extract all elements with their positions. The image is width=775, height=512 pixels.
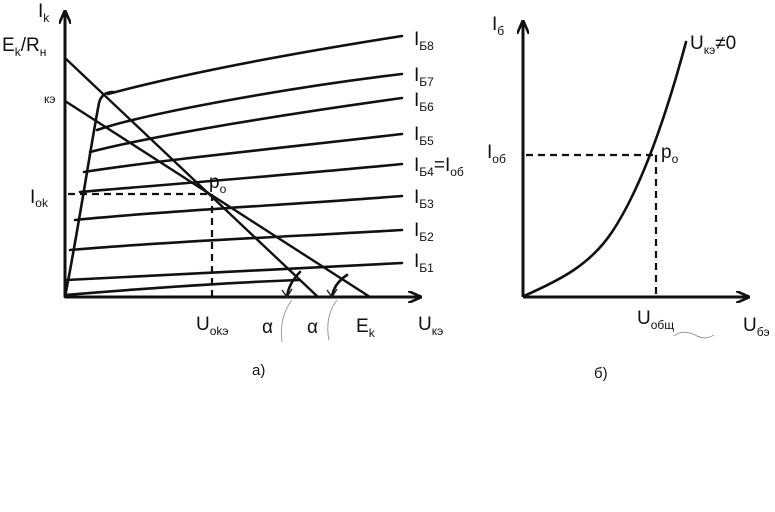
- alpha-label-1: α: [262, 317, 273, 338]
- iok-label: Iok: [30, 187, 49, 210]
- curve-label-ib3: IБ3: [414, 187, 434, 211]
- input-curve-label: Uкэ≠0: [690, 33, 736, 57]
- angle-arc-2: [330, 273, 349, 299]
- kz-partial-label: кэ: [44, 92, 56, 106]
- load-line-shallow: [64, 99, 371, 299]
- curve-ib2: [68, 228, 404, 252]
- ek-label: Ek: [356, 316, 376, 340]
- curve-label-ib6: IБ6: [414, 90, 434, 114]
- curve-ib1: [64, 261, 404, 282]
- curve-ib0: [63, 278, 302, 297]
- curve-label-ib1: IБ1: [414, 251, 434, 275]
- operating-point-label: po: [209, 172, 227, 196]
- angle-leader-2: [327, 299, 338, 341]
- curve-ib5: [82, 132, 404, 174]
- angle-leader-1: [280, 299, 293, 343]
- uke-axis-label: Uкэ: [418, 314, 443, 338]
- curve-ib6: [88, 96, 404, 154]
- input-characteristic-diagram: Iб Uкэ≠0 Iоб po Uобщ Uбэ б): [487, 14, 770, 382]
- curve-label-ib8: IБ8: [414, 29, 434, 53]
- pencil-scribble: [673, 331, 715, 339]
- angle-arc-1: [285, 270, 302, 299]
- curve-ib8: [106, 34, 404, 96]
- angle-arrowhead-2: [326, 288, 338, 299]
- curve-label-ib5: IБ5: [414, 124, 434, 148]
- uoke-label: Uokэ: [196, 314, 229, 338]
- curve-ib3: [73, 194, 404, 222]
- curve-ib7: [95, 72, 404, 132]
- caption-b: б): [594, 365, 608, 382]
- curve-ib4: [78, 162, 404, 194]
- curve-label-ib4: IБ4=Iоб: [414, 155, 464, 179]
- ek-rn-label: Ek/Rн: [2, 35, 46, 59]
- saturation-boundary: [63, 90, 115, 299]
- ube-axis-label: Uбэ: [743, 315, 770, 339]
- output-characteristics-diagram: Ik Ek/Rн кэ Iok po Uokэ α α Ek Uкэ IБ8 I…: [2, 1, 464, 379]
- angle-arrowhead-1: [281, 288, 293, 299]
- alpha-label-2: α: [307, 317, 318, 338]
- load-line-steep: [64, 57, 319, 298]
- iob-label: Iоб: [487, 142, 506, 166]
- ik-axis-label: Ik: [38, 1, 50, 25]
- curve-label-ib2: IБ2: [414, 220, 434, 244]
- curve-label-ib7: IБ7: [414, 65, 434, 89]
- input-curve: [522, 40, 688, 298]
- ib-axis-label: Iб: [492, 14, 504, 38]
- caption-a: а): [252, 362, 265, 379]
- operating-point-label-b: po: [661, 142, 679, 166]
- uob-label: Uобщ: [637, 308, 674, 332]
